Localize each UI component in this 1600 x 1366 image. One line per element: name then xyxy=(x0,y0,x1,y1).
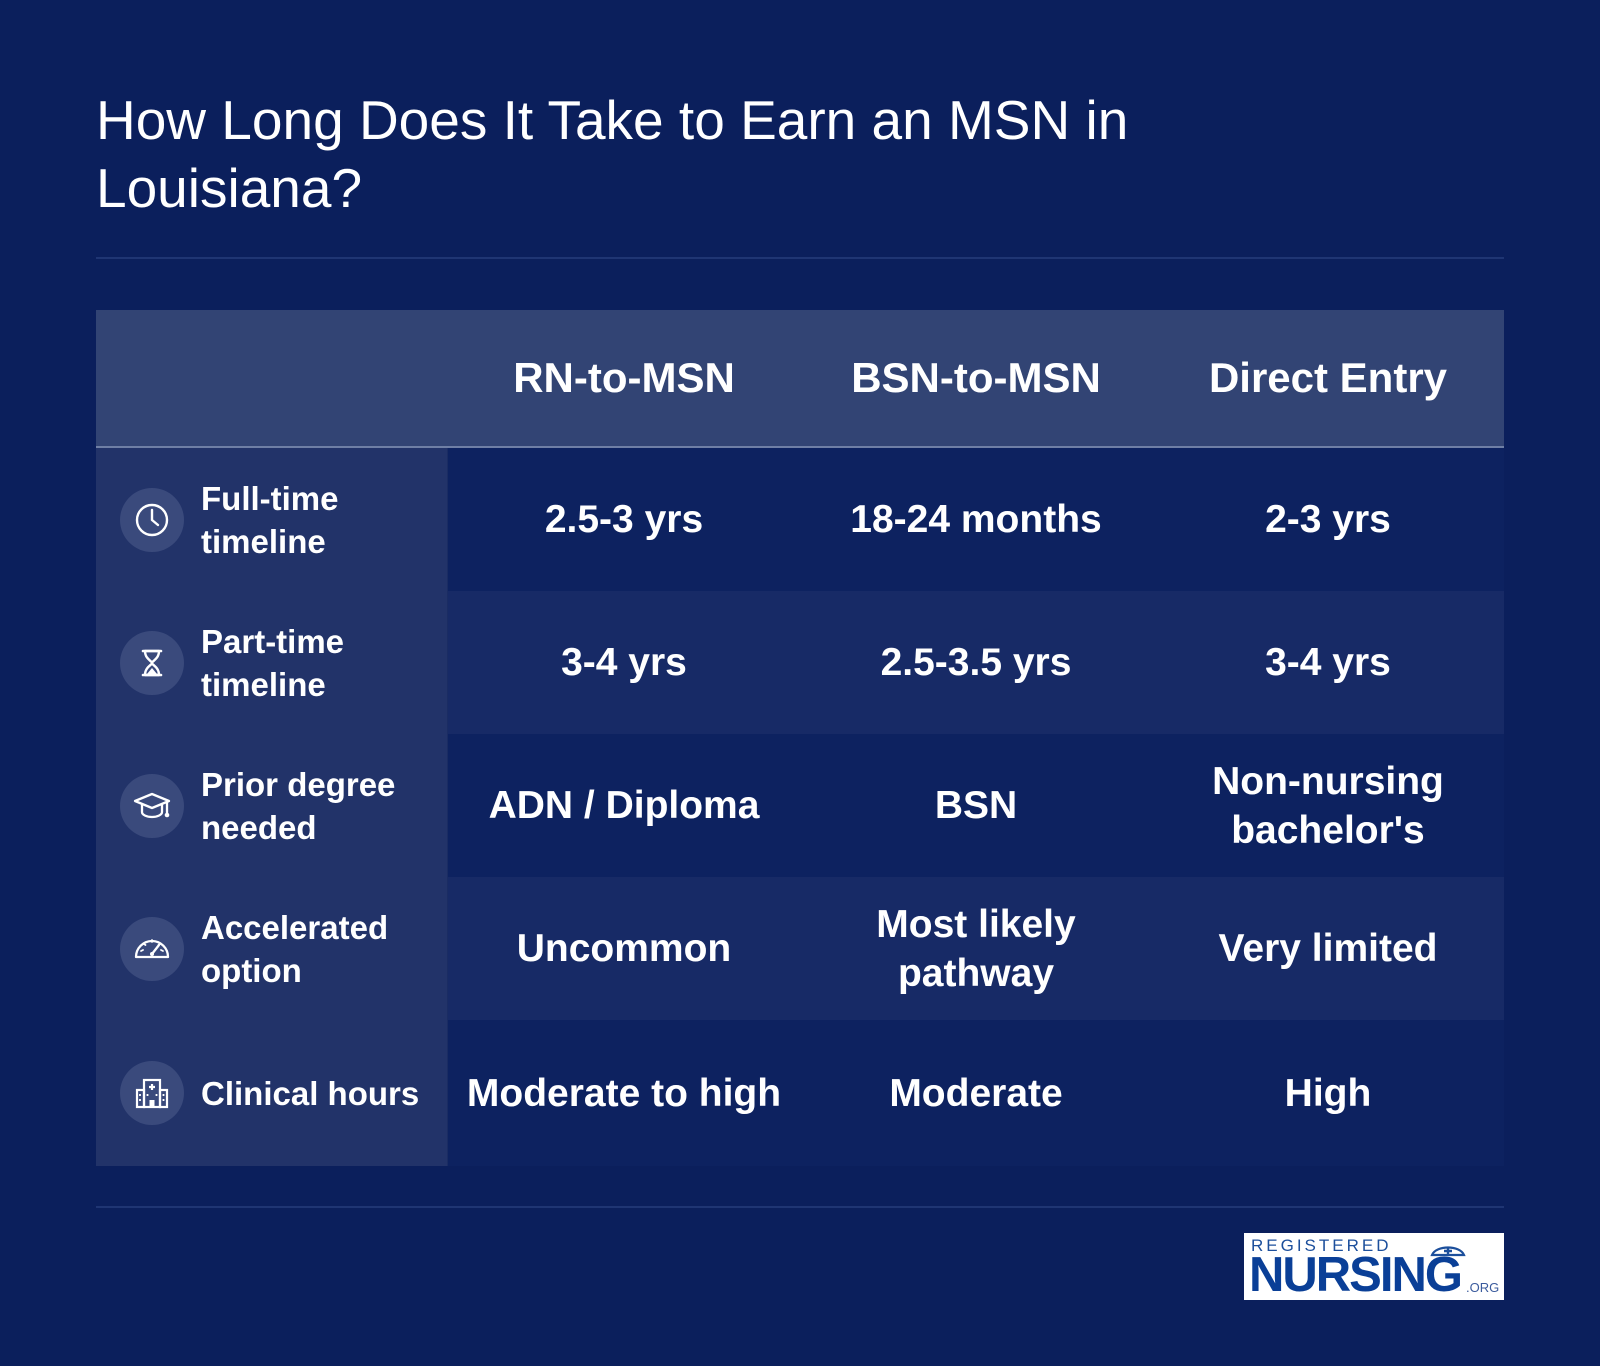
row-label-text: Clinical hours xyxy=(201,1074,420,1112)
comparison-table: RN-to-MSN BSN-to-MSN Direct Entry Full-t… xyxy=(96,310,1504,1166)
cell-bsn-to-msn: Moderate xyxy=(889,1071,1063,1115)
table-header: RN-to-MSN BSN-to-MSN Direct Entry xyxy=(96,310,1504,446)
hourglass-icon xyxy=(120,630,184,695)
column-header-direct-entry: Direct Entry xyxy=(1208,354,1448,401)
column-header-bsn-to-msn: BSN-to-MSN xyxy=(851,354,1101,401)
row-label: Full-time timeline xyxy=(96,448,448,591)
table-row: Part-time timeline 3-4 yrs 2.5-3.5 yrs 3… xyxy=(96,591,1504,734)
row-label-text: Part-time timeline xyxy=(201,622,345,703)
speedometer-icon xyxy=(120,916,184,981)
cell-rn-to-msn: 3-4 yrs xyxy=(561,641,687,684)
cell-bsn-to-msn: 2.5-3.5 yrs xyxy=(880,641,1072,684)
table-row: Accelerated option Uncommon Most likely … xyxy=(96,877,1504,1020)
cell-direct-entry: 3-4 yrs xyxy=(1265,641,1391,684)
title-divider xyxy=(96,257,1504,259)
registered-nursing-logo[interactable]: REGISTERED NURSING .ORG xyxy=(1244,1233,1504,1302)
cell-direct-entry: Non-nursing bachelor's xyxy=(1212,759,1444,852)
cell-rn-to-msn: ADN / Diploma xyxy=(488,784,760,827)
cell-bsn-to-msn: Most likely pathway xyxy=(876,902,1076,995)
cell-direct-entry: 2-3 yrs xyxy=(1265,498,1391,541)
cell-rn-to-msn: 2.5-3 yrs xyxy=(544,498,704,541)
cell-bsn-to-msn: 18-24 months xyxy=(850,498,1102,541)
row-label: Part-time timeline xyxy=(96,591,448,734)
logo-suffix: .ORG xyxy=(1466,1280,1500,1295)
cell-rn-to-msn: Moderate to high xyxy=(466,1071,782,1115)
table-row: Prior degree needed ADN / Diploma BSN No… xyxy=(96,734,1504,877)
row-label: Accelerated option xyxy=(96,877,448,1020)
cell-direct-entry: High xyxy=(1284,1071,1372,1115)
table-row: Clinical hours Moderate to high Moderate… xyxy=(96,1020,1504,1166)
logo-top-text: REGISTERED xyxy=(1251,1236,1392,1255)
row-label: Prior degree needed xyxy=(96,734,448,877)
row-label: Clinical hours xyxy=(96,1020,448,1166)
row-label-text: Accelerated option xyxy=(201,908,389,989)
nurse-cap-icon xyxy=(1430,1246,1466,1257)
graduation-cap-icon xyxy=(120,773,184,838)
logo-main-text: NURSING xyxy=(1249,1248,1463,1302)
footer-divider xyxy=(96,1206,1504,1208)
clock-icon xyxy=(120,487,184,552)
cell-rn-to-msn: Uncommon xyxy=(516,927,732,970)
header-divider xyxy=(96,446,1504,448)
cell-bsn-to-msn: BSN xyxy=(934,784,1018,827)
column-header-rn-to-msn: RN-to-MSN xyxy=(513,354,735,401)
row-label-text: Full-time timeline xyxy=(201,479,339,560)
table-row: Full-time timeline 2.5-3 yrs 18-24 month… xyxy=(96,448,1504,591)
page-title: How Long Does It Take to Earn an MSN in … xyxy=(96,89,1129,219)
hospital-icon xyxy=(120,1061,184,1125)
cell-direct-entry: Very limited xyxy=(1218,927,1438,970)
row-label-text: Prior degree needed xyxy=(201,765,396,846)
